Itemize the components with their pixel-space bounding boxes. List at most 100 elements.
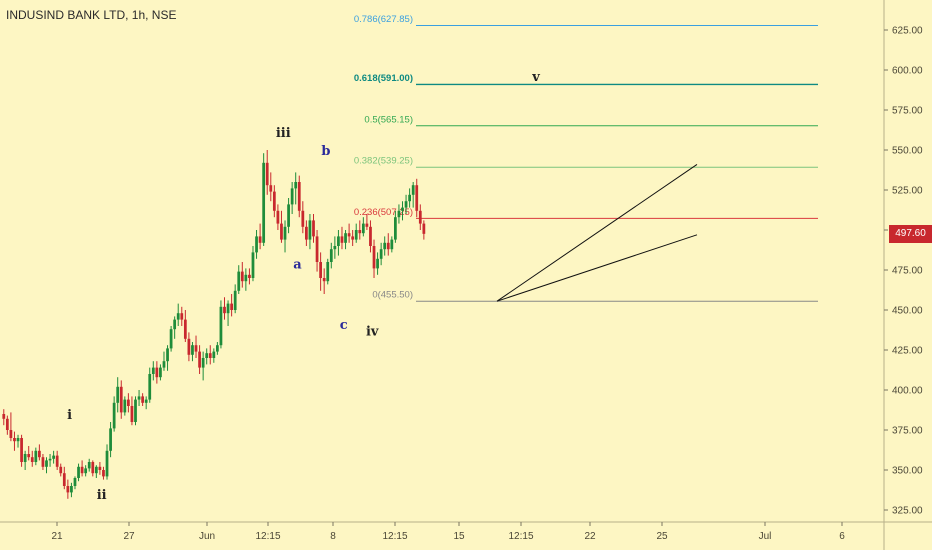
candle-body bbox=[52, 455, 55, 459]
x-tick-label: Jul bbox=[759, 531, 772, 542]
candle-body bbox=[415, 185, 419, 211]
candle-body bbox=[102, 470, 105, 477]
candle-body bbox=[240, 271, 244, 282]
candle-body bbox=[208, 353, 212, 358]
candle-body bbox=[280, 223, 283, 240]
wave-label: b bbox=[321, 144, 330, 159]
candle-body bbox=[66, 486, 70, 493]
candle-body bbox=[166, 348, 169, 362]
candle-body bbox=[223, 306, 226, 314]
candle-body bbox=[13, 438, 16, 442]
candle-body bbox=[98, 466, 102, 470]
candle-body bbox=[411, 185, 415, 195]
candle-body bbox=[308, 220, 312, 240]
x-tick-label: 8 bbox=[330, 531, 336, 542]
candle-body bbox=[297, 182, 301, 211]
y-tick-label: 450.00 bbox=[892, 306, 923, 317]
x-tick-label: 21 bbox=[51, 531, 63, 542]
fib-level-label: 0(455.50) bbox=[372, 290, 413, 301]
fib-level-label: 0.786(627.85) bbox=[354, 14, 413, 25]
candle-body bbox=[2, 414, 6, 419]
candle-body bbox=[205, 353, 209, 358]
candle-body bbox=[41, 457, 45, 467]
y-tick-label: 475.00 bbox=[892, 266, 923, 277]
candle-body bbox=[70, 486, 73, 493]
candle-body bbox=[354, 230, 358, 240]
candle-body bbox=[155, 367, 159, 378]
candle-body bbox=[137, 396, 141, 400]
x-tick-label: 12:15 bbox=[382, 531, 407, 542]
channel-lower-line bbox=[496, 234, 698, 302]
last-price-tag: 497.60 bbox=[889, 224, 932, 243]
candle-body bbox=[322, 278, 326, 282]
candle-body bbox=[344, 233, 347, 243]
candle-body bbox=[173, 319, 177, 330]
x-tick-label: 22 bbox=[584, 531, 596, 542]
y-tick-label: 400.00 bbox=[892, 386, 923, 397]
candle-body bbox=[169, 329, 173, 349]
candle-body bbox=[394, 217, 397, 240]
candle-body bbox=[237, 271, 241, 291]
x-tick-label: Jun bbox=[199, 531, 215, 542]
candle-body bbox=[123, 399, 127, 413]
wave-label: ii bbox=[97, 488, 107, 503]
candle-body bbox=[144, 399, 148, 403]
candle-body bbox=[183, 319, 187, 339]
candle-body bbox=[287, 204, 290, 227]
candle-body bbox=[265, 162, 269, 186]
y-tick-label: 425.00 bbox=[892, 346, 923, 357]
candle-body bbox=[20, 438, 23, 462]
candle-body bbox=[248, 274, 251, 278]
candle-body bbox=[233, 290, 237, 310]
candle-body bbox=[347, 233, 351, 237]
candle-body bbox=[386, 242, 390, 250]
candle-body bbox=[59, 466, 63, 474]
candle-body bbox=[176, 313, 180, 320]
candle-body bbox=[30, 457, 34, 462]
wave-label: a bbox=[293, 257, 302, 272]
candle-body bbox=[351, 236, 355, 240]
candle-body bbox=[62, 473, 66, 486]
candle-body bbox=[305, 226, 308, 240]
candle-body bbox=[251, 252, 255, 278]
y-tick-label: 525.00 bbox=[892, 186, 923, 197]
candle-body bbox=[159, 367, 162, 378]
candle-body bbox=[269, 185, 273, 192]
fib-level-label: 0.5(565.15) bbox=[364, 114, 413, 125]
candle-body bbox=[105, 450, 109, 477]
fib-level-label: 0.618(591.00) bbox=[354, 73, 413, 84]
candle-body bbox=[361, 223, 365, 234]
candle-body bbox=[77, 466, 80, 478]
candle-body bbox=[294, 182, 298, 189]
candle-body bbox=[329, 249, 333, 262]
candle-body bbox=[301, 210, 305, 227]
candle-body bbox=[262, 162, 266, 243]
candle-body bbox=[134, 399, 137, 422]
y-tick-label: 550.00 bbox=[892, 146, 923, 157]
candle-body bbox=[23, 454, 27, 462]
candle-body bbox=[180, 313, 184, 320]
candle-body bbox=[244, 274, 248, 282]
candle-body bbox=[401, 207, 404, 211]
candle-body bbox=[376, 258, 379, 269]
candle-body bbox=[333, 246, 337, 250]
x-tick-label: 6 bbox=[839, 531, 845, 542]
candle-body bbox=[34, 450, 38, 462]
candle-body bbox=[319, 262, 322, 278]
wave-label: iii bbox=[276, 126, 291, 141]
candle-body bbox=[27, 454, 31, 458]
candle-body bbox=[290, 188, 294, 205]
y-tick-label: 600.00 bbox=[892, 66, 923, 77]
candle-body bbox=[212, 351, 216, 358]
candle-body bbox=[422, 223, 426, 234]
candle-body bbox=[272, 191, 276, 211]
x-tick-label: 12:15 bbox=[255, 531, 280, 542]
candle-body bbox=[162, 361, 166, 368]
candle-body bbox=[337, 236, 340, 246]
candle-body bbox=[84, 468, 88, 474]
candle-body bbox=[379, 249, 383, 259]
candle-body bbox=[312, 220, 315, 237]
candle-body bbox=[48, 458, 52, 461]
candle-body bbox=[16, 438, 20, 442]
